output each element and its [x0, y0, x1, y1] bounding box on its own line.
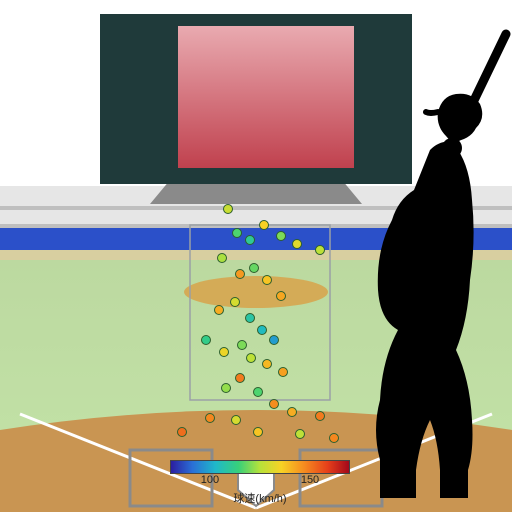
colorbar-tick: 100 [201, 474, 219, 486]
colorbar-tick: 150 [301, 474, 319, 486]
colorbar-gradient [170, 460, 350, 474]
colorbar-ticks: 100 150 [170, 474, 350, 488]
colorbar-legend: 100 150 球速(km/h) [170, 460, 350, 504]
stadium-background [0, 0, 512, 512]
colorbar-label: 球速(km/h) [170, 490, 350, 506]
